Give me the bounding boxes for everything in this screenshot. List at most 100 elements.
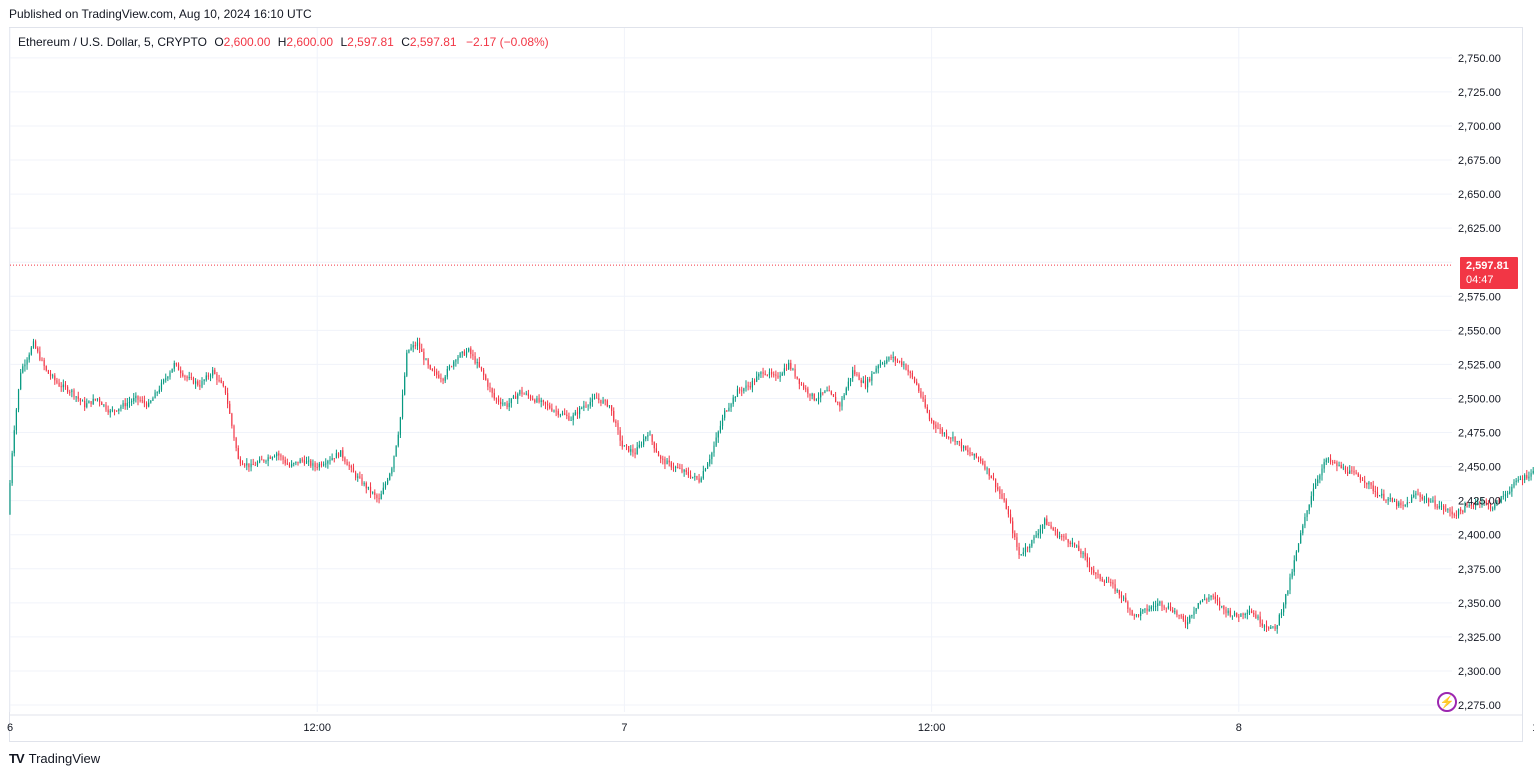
x-tick-label: 12:00 bbox=[918, 722, 946, 734]
candle-body bbox=[461, 351, 463, 354]
candle-body bbox=[1283, 604, 1285, 613]
candle-body bbox=[256, 462, 259, 466]
candle-body bbox=[86, 403, 88, 408]
candle-body bbox=[596, 397, 598, 399]
candle-body bbox=[977, 457, 980, 459]
candle-body bbox=[583, 405, 585, 408]
candle-body bbox=[948, 437, 950, 438]
candle-body bbox=[1372, 485, 1374, 492]
lightning-icon[interactable]: ⚡ bbox=[1437, 692, 1457, 712]
tradingview-brand[interactable]: TV TradingView bbox=[9, 751, 100, 766]
candle-body bbox=[387, 479, 389, 484]
change-value: −2.17 (−0.08%) bbox=[465, 35, 549, 49]
candle-body bbox=[800, 383, 803, 385]
candle-body bbox=[480, 366, 483, 370]
candle-body bbox=[967, 449, 969, 452]
candle-body bbox=[382, 487, 384, 494]
candle-body bbox=[180, 370, 182, 374]
candle-body bbox=[950, 437, 952, 439]
candle-body bbox=[1417, 493, 1419, 495]
candle-body bbox=[1206, 599, 1208, 601]
candle-body bbox=[269, 457, 271, 459]
candle-body bbox=[357, 476, 359, 478]
candle-body bbox=[1327, 458, 1329, 460]
candle-body bbox=[399, 417, 401, 435]
candle-body bbox=[363, 483, 365, 485]
candle-body bbox=[879, 363, 881, 366]
candle-body bbox=[960, 442, 963, 449]
candle-body bbox=[788, 362, 790, 370]
candle-body bbox=[753, 380, 756, 382]
candle-body bbox=[493, 392, 495, 399]
candle-body bbox=[288, 464, 291, 467]
candle-body bbox=[636, 447, 638, 455]
candle-body bbox=[197, 381, 199, 385]
candle-body bbox=[1468, 505, 1470, 507]
candle-body bbox=[335, 453, 337, 459]
candle-body bbox=[751, 380, 753, 388]
candle-body bbox=[1274, 626, 1276, 629]
candle-body bbox=[1492, 508, 1494, 510]
candle-body bbox=[817, 397, 820, 400]
candle-body bbox=[760, 372, 762, 375]
candle-body bbox=[11, 453, 13, 484]
candle-body bbox=[529, 395, 532, 399]
candle-body bbox=[186, 376, 188, 379]
candle-body bbox=[625, 445, 628, 447]
candle-body bbox=[888, 357, 890, 360]
candle-body bbox=[683, 470, 685, 472]
candle-body bbox=[766, 374, 768, 376]
candle-body bbox=[1496, 500, 1498, 504]
y-tick-label: 2,375.00 bbox=[1458, 564, 1501, 576]
candle-body bbox=[182, 373, 184, 377]
candle-body bbox=[732, 397, 734, 404]
candle-body bbox=[154, 392, 156, 399]
candle-body bbox=[1445, 509, 1447, 511]
candle-body bbox=[1425, 498, 1428, 500]
candle-body bbox=[1016, 537, 1018, 547]
candle-body bbox=[188, 377, 190, 379]
candle-body bbox=[672, 467, 675, 469]
candle-body bbox=[282, 456, 284, 460]
candle-body bbox=[1137, 614, 1140, 616]
candle-body bbox=[1387, 498, 1389, 501]
candle-body bbox=[1114, 584, 1116, 592]
candle-body bbox=[56, 380, 58, 383]
candle-body bbox=[937, 427, 939, 429]
candle-body bbox=[88, 401, 90, 404]
candle-body bbox=[1466, 506, 1468, 507]
candle-body bbox=[869, 379, 871, 381]
candle-body bbox=[410, 347, 412, 350]
y-tick-label: 2,300.00 bbox=[1458, 666, 1501, 678]
x-tick-label: 6 bbox=[7, 722, 13, 734]
candle-body bbox=[519, 390, 521, 395]
candle-body bbox=[1319, 475, 1321, 480]
candle-body bbox=[881, 363, 884, 365]
candle-body bbox=[1438, 506, 1440, 508]
candle-body bbox=[346, 461, 348, 466]
candle-body bbox=[1135, 614, 1137, 616]
candle-body bbox=[412, 345, 414, 348]
candle-body bbox=[775, 374, 777, 376]
candle-body bbox=[273, 456, 276, 458]
candle-body bbox=[367, 486, 369, 489]
candle-body bbox=[201, 380, 203, 387]
candle-body bbox=[483, 369, 485, 376]
candle-body bbox=[909, 371, 911, 374]
candle-body bbox=[828, 390, 830, 392]
candle-body bbox=[734, 397, 736, 398]
candle-body bbox=[1423, 498, 1425, 500]
candle-body bbox=[293, 463, 295, 464]
candle-body bbox=[308, 460, 310, 462]
candle-body bbox=[365, 483, 367, 489]
candle-body bbox=[1329, 458, 1332, 462]
candle-body bbox=[120, 406, 122, 409]
candle-body bbox=[1152, 606, 1155, 608]
last-price-value: 2,597.81 bbox=[1466, 260, 1509, 272]
candle-body bbox=[739, 389, 741, 391]
candle-body bbox=[822, 392, 824, 394]
candle-body bbox=[617, 423, 619, 431]
candle-body bbox=[1091, 567, 1093, 570]
candle-body bbox=[1031, 539, 1033, 547]
